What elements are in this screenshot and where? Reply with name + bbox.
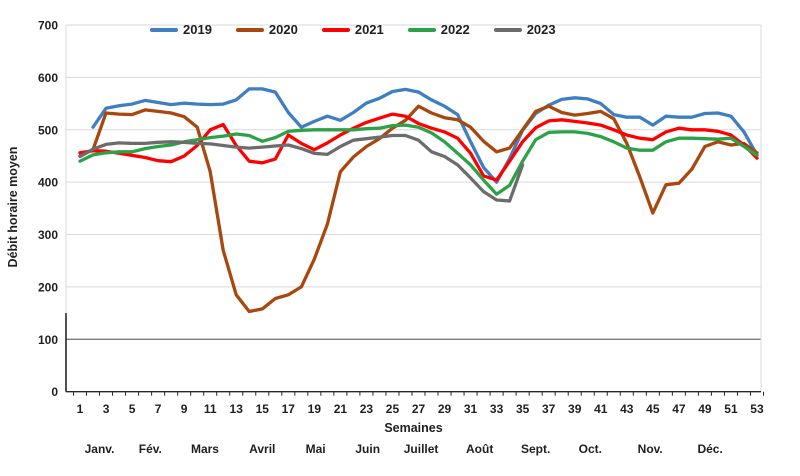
x-tick-label-27: 27 <box>412 402 426 416</box>
legend-item-2021: 2021 <box>321 22 384 37</box>
x-tick-label-39: 39 <box>568 402 582 416</box>
chart-line-2022 <box>78 123 759 196</box>
x-tick-label-17: 17 <box>282 402 296 416</box>
y-tick-label-0: 0 <box>51 385 58 399</box>
x-tick-label-45: 45 <box>646 402 660 416</box>
legend-item-2023: 2023 <box>493 22 556 37</box>
month-label-fv: Fév. <box>139 442 162 456</box>
x-tick-label-25: 25 <box>386 402 400 416</box>
y-tick-label-300: 300 <box>38 228 58 242</box>
x-tick-label-5: 5 <box>129 402 136 416</box>
legend-item-2020: 2020 <box>235 22 298 37</box>
month-label-sept: Sept. <box>521 442 550 456</box>
x-tick-label-7: 7 <box>155 402 162 416</box>
x-tick-label-33: 33 <box>490 402 504 416</box>
legend-marker-2023 <box>493 27 522 32</box>
x-tick-label-29: 29 <box>438 402 452 416</box>
x-tick-label-51: 51 <box>724 402 738 416</box>
x-tick-label-9: 9 <box>181 402 188 416</box>
legend-marker-2021 <box>321 27 350 32</box>
y-tick-label-700: 700 <box>38 19 58 33</box>
x-tick-label-41: 41 <box>594 402 608 416</box>
chart-line-2023 <box>78 133 525 203</box>
month-label-dc: Déc. <box>697 442 722 456</box>
legend-item-2019: 2019 <box>150 22 212 37</box>
month-label-aot: Août <box>466 442 493 456</box>
legend-label-2020: 2020 <box>268 22 298 37</box>
x-tick-label-53: 53 <box>750 402 764 416</box>
x-tick-label-43: 43 <box>620 402 634 416</box>
month-label-nov: Nov. <box>638 442 663 456</box>
x-tick-label-19: 19 <box>308 402 322 416</box>
legend-label-2023: 2023 <box>526 22 556 37</box>
y-tick-label-600: 600 <box>38 71 58 85</box>
x-tick-label-3: 3 <box>103 402 110 416</box>
month-label-janv: Janv. <box>85 442 115 456</box>
legend-item-2022: 2022 <box>407 22 470 37</box>
x-tick-label-11: 11 <box>204 402 217 416</box>
legend-label-2019: 2019 <box>183 22 212 37</box>
x-tick-label-35: 35 <box>516 402 530 416</box>
month-label-juillet: Juillet <box>404 442 439 456</box>
x-tick-label-31: 31 <box>464 402 478 416</box>
x-tick-label-47: 47 <box>672 402 686 416</box>
chart-line-2021 <box>78 112 759 182</box>
x-tick-label-49: 49 <box>698 402 712 416</box>
month-label-juin: Juin <box>355 442 380 456</box>
chart-line-2019 <box>91 87 759 184</box>
month-label-mai: Mai <box>306 442 326 456</box>
chart-legend: 2019 2020 2021 2022 2023 <box>150 22 556 37</box>
legend-label-2022: 2022 <box>440 22 470 37</box>
legend-marker-2019 <box>150 27 178 32</box>
y-tick-label-500: 500 <box>38 123 58 137</box>
x-axis-title: Semaines <box>384 421 443 435</box>
x-tick-label-1: 1 <box>77 402 84 416</box>
legend-marker-2022 <box>407 27 436 32</box>
x-tick-label-15: 15 <box>256 402 270 416</box>
chart-line-2020 <box>78 104 759 314</box>
legend-marker-2020 <box>235 27 264 32</box>
month-label-mars: Mars <box>191 442 219 456</box>
month-label-avril: Avril <box>249 442 275 456</box>
legend-label-2021: 2021 <box>354 22 384 37</box>
x-tick-label-21: 21 <box>334 402 348 416</box>
month-label-oct: Oct. <box>579 442 602 456</box>
y-tick-label-200: 200 <box>38 280 58 294</box>
x-tick-label-37: 37 <box>542 402 556 416</box>
y-tick-label-100: 100 <box>38 333 58 347</box>
y-tick-label-400: 400 <box>38 176 58 190</box>
y-axis-title: Débit horaire moyen <box>6 146 20 268</box>
x-tick-label-13: 13 <box>230 402 244 416</box>
x-tick-label-23: 23 <box>360 402 374 416</box>
